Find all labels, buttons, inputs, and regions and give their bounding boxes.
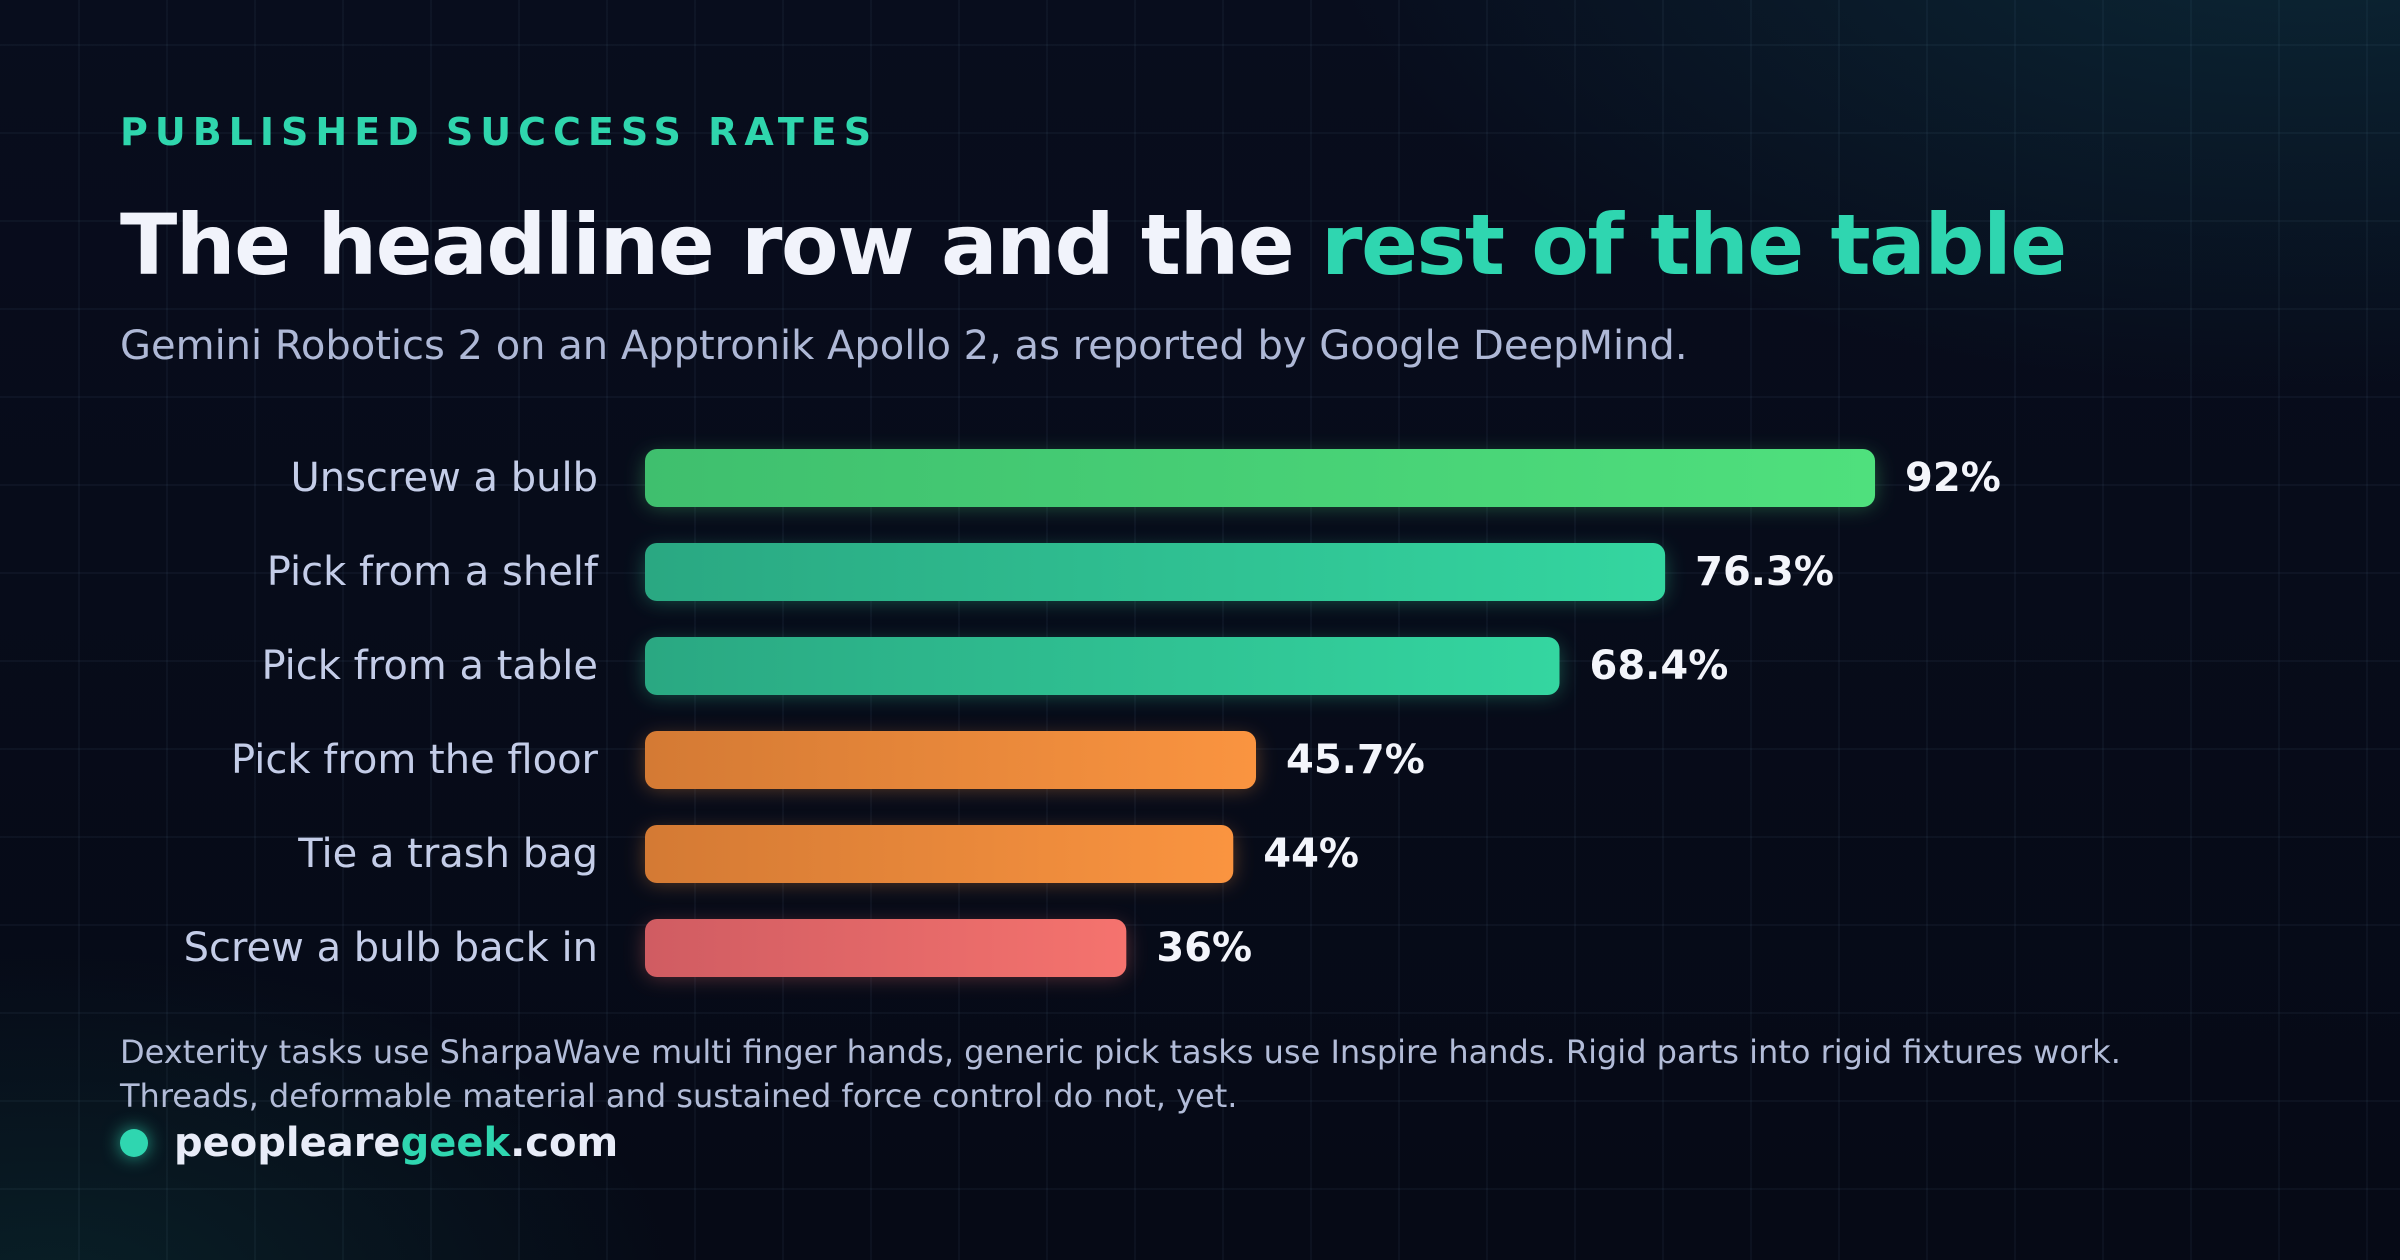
bar-chart: Unscrew a bulb 92%Pick from a shelf 76.3%P… — [184, 449, 2001, 977]
bar — [645, 919, 1127, 977]
brand-suffix: .com — [510, 1120, 619, 1166]
brand-dot-icon — [120, 1129, 148, 1157]
brand: peoplearegeek.com — [120, 1118, 618, 1168]
bar-label: Tie a trash bag — [297, 831, 598, 877]
bar-row: Pick from the floor 45.7% — [231, 731, 1425, 789]
bar-label: Screw a bulb back in — [184, 925, 598, 971]
bar-label: Pick from the floor — [231, 737, 599, 783]
title-main: The headline row and the — [120, 196, 1322, 294]
bar — [645, 731, 1257, 789]
bar-label: Pick from a table — [261, 643, 598, 689]
bar-row: Screw a bulb back in 36% — [184, 919, 1252, 977]
bar — [645, 637, 1560, 695]
eyebrow-label: PUBLISHED SUCCESS RATES — [120, 110, 879, 154]
brand-accent: geek — [400, 1120, 511, 1166]
brand-prefix: peopleare — [174, 1120, 401, 1166]
bar-value-label: 44% — [1263, 831, 1359, 877]
chart-subtitle: Gemini Robotics 2 on an Apptronik Apollo… — [120, 323, 1688, 369]
bar-value-label: 92% — [1905, 455, 2001, 501]
footnote-line-2: Threads, deformable material and sustain… — [120, 1077, 1238, 1115]
bar-row: Unscrew a bulb 92% — [290, 449, 2001, 507]
bar-value-label: 36% — [1156, 925, 1252, 971]
title-accent: rest of the table — [1321, 196, 2067, 294]
chart-title: The headline row and the rest of the tab… — [120, 196, 2067, 294]
footnote: Dexterity tasks use SharpaWave multi fin… — [120, 1030, 2320, 1118]
bar-row: Tie a trash bag 44% — [297, 825, 1359, 883]
brand-name: peoplearegeek.com — [174, 1120, 618, 1166]
bar — [645, 449, 1876, 507]
footnote-line-1: Dexterity tasks use SharpaWave multi fin… — [120, 1033, 2121, 1071]
bar-label: Unscrew a bulb — [290, 455, 598, 501]
bar — [645, 543, 1666, 601]
bar-value-label: 68.4% — [1590, 643, 1729, 689]
bar-row: Pick from a shelf 76.3% — [267, 543, 1834, 601]
bar-row: Pick from a table 68.4% — [261, 637, 1728, 695]
bar — [645, 825, 1234, 883]
bar-value-label: 76.3% — [1695, 549, 1834, 595]
bar-label: Pick from a shelf — [267, 549, 599, 595]
chart-area: Unscrew a bulb 92% Pick from a shelf 76.3% P… — [0, 430, 2400, 1000]
bar-value-label: 45.7% — [1286, 737, 1425, 783]
